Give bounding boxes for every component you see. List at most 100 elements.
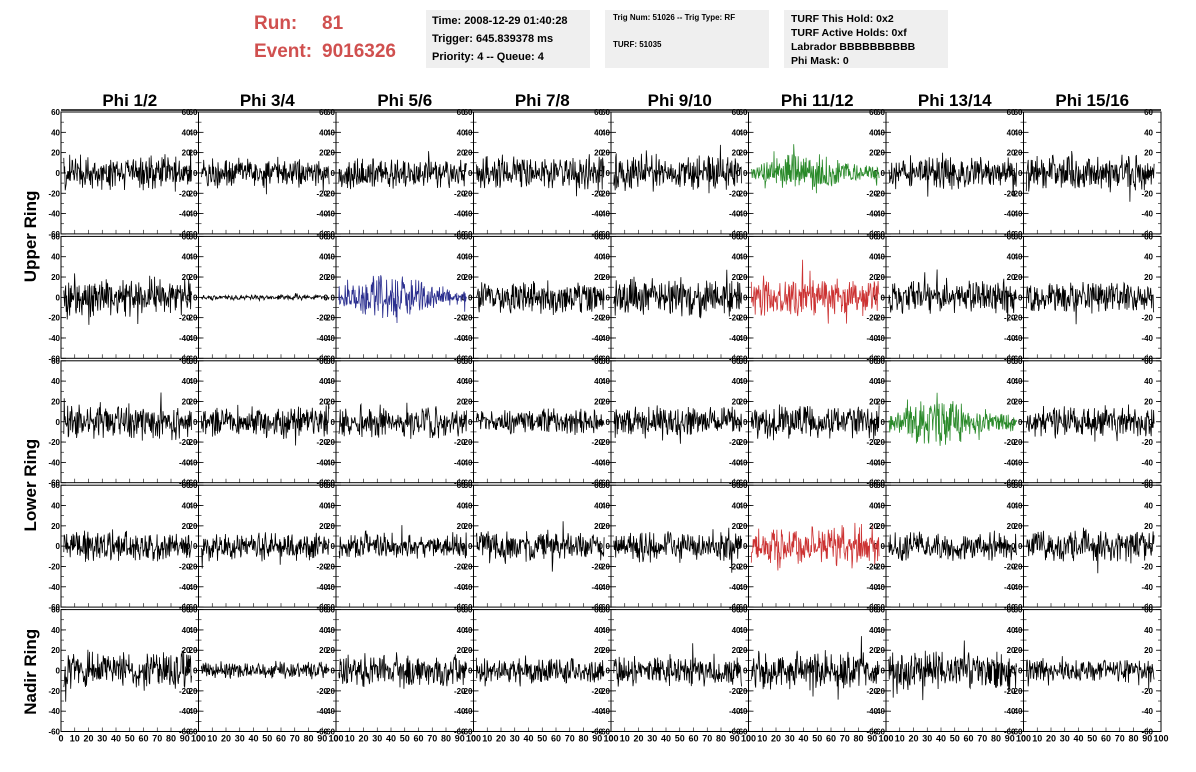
y-tick-label-right: 60 <box>182 481 191 490</box>
waveform-trace-r0-c6 <box>888 152 1017 197</box>
y-tick-label-left: -20 <box>186 189 198 198</box>
y-tick-label-left: 0 <box>331 418 336 427</box>
y-tick-label-left: -60 <box>186 354 198 363</box>
y-tick-label-left: 60 <box>739 606 748 615</box>
y-tick-label-right: -60 <box>454 230 466 239</box>
y-tick-label-right: -40 <box>729 458 741 467</box>
column-header-1: Phi 1/2 <box>102 91 157 110</box>
x-tick-label: 80 <box>1128 734 1138 744</box>
y-tick-label-right: 20 <box>457 273 466 282</box>
x-tick-label: 30 <box>510 734 520 744</box>
y-tick-label-left: -40 <box>1011 707 1023 716</box>
y-tick-label-left: 0 <box>1018 169 1023 178</box>
y-tick-label-right: 0 <box>186 293 191 302</box>
y-tick-label-left: 0 <box>468 418 473 427</box>
y-tick-label-right: 40 <box>319 253 328 262</box>
y-tick-label-left: -60 <box>48 354 60 363</box>
y-tick-label-right: 60 <box>1144 232 1153 241</box>
y-tick-label-right: 40 <box>869 377 878 386</box>
y-tick-label-left: -40 <box>736 210 748 219</box>
y-tick-label-right: 40 <box>1144 626 1153 635</box>
y-tick-label-right: 60 <box>1007 481 1016 490</box>
y-tick-label-left: 0 <box>881 293 886 302</box>
y-tick-label-right: -20 <box>1004 189 1016 198</box>
y-tick-label-left: 20 <box>51 646 60 655</box>
y-tick-label-left: 40 <box>601 626 610 635</box>
y-tick-label-left: -20 <box>1011 562 1023 571</box>
y-tick-label-right: 20 <box>594 273 603 282</box>
waveform-trace-r1-c0 <box>63 273 192 325</box>
column-header-5: Phi 9/10 <box>648 91 712 110</box>
y-tick-label-right: 40 <box>732 502 741 511</box>
y-tick-label-right: -20 <box>454 562 466 571</box>
y-tick-label-left: -60 <box>48 230 60 239</box>
y-tick-label-right: 20 <box>457 149 466 158</box>
y-tick-label-left: -60 <box>1011 728 1023 737</box>
y-tick-label-right: -40 <box>316 334 328 343</box>
x-tick-label: 0 <box>58 734 63 744</box>
y-tick-label-right: -40 <box>179 334 191 343</box>
x-tick-label: 90 <box>1142 734 1152 744</box>
waveform-trace-r4-c5 <box>750 636 880 700</box>
waveform-trace-r1-c6 <box>888 269 1017 322</box>
y-tick-label-left: 0 <box>56 542 61 551</box>
y-tick-label-right: 0 <box>1011 293 1016 302</box>
y-tick-label-right: 60 <box>594 606 603 615</box>
y-tick-label-right: 20 <box>869 149 878 158</box>
y-tick-label-left: 60 <box>739 481 748 490</box>
y-tick-label-left: 40 <box>601 502 610 511</box>
y-tick-label-left: -40 <box>323 210 335 219</box>
x-tick-label: 50 <box>537 734 547 744</box>
y-tick-label-right: 0 <box>599 542 604 551</box>
y-tick-label-right: 40 <box>732 253 741 262</box>
y-tick-label-left: 60 <box>189 606 198 615</box>
waveform-trace-r1-c1 <box>200 293 330 302</box>
y-tick-label-right: 60 <box>457 108 466 117</box>
y-tick-label-right: -40 <box>1141 707 1153 716</box>
x-tick-label: 20 <box>83 734 93 744</box>
waveform-trace-r0-c2 <box>338 151 467 190</box>
y-tick-label-right: 40 <box>182 626 191 635</box>
y-tick-label-left: -20 <box>48 438 60 447</box>
y-tick-label-right: -20 <box>591 687 603 696</box>
y-tick-label-left: -40 <box>1011 583 1023 592</box>
x-tick-label: 90 <box>317 734 327 744</box>
y-tick-label-right: -40 <box>316 210 328 219</box>
y-tick-label-left: -60 <box>736 230 748 239</box>
y-tick-label-left: 20 <box>326 273 335 282</box>
x-tick-label: 0 <box>608 734 613 744</box>
y-tick-label-right: 20 <box>869 273 878 282</box>
y-tick-label-right: 20 <box>319 646 328 655</box>
priority-text: Priority: 4 -- Queue: 4 <box>432 51 544 63</box>
x-tick-label: 60 <box>963 734 973 744</box>
y-tick-label-left: 40 <box>464 128 473 137</box>
panel-frame-r0-c6 <box>885 111 1024 235</box>
y-tick-label-left: -60 <box>323 603 335 612</box>
y-tick-label-left: 0 <box>331 542 336 551</box>
x-tick-label: 100 <box>878 734 893 744</box>
y-tick-label-left: 20 <box>601 273 610 282</box>
y-tick-label-right: -20 <box>454 314 466 323</box>
y-tick-label-right: -40 <box>729 334 741 343</box>
y-tick-label-left: 20 <box>739 522 748 531</box>
y-tick-label-right: 60 <box>182 606 191 615</box>
y-tick-label-right: 60 <box>319 108 328 117</box>
y-tick-label-left: -60 <box>323 230 335 239</box>
waveform-trace-r2-c0 <box>63 392 192 441</box>
y-tick-label-right: 40 <box>1007 128 1016 137</box>
y-tick-label-left: 0 <box>743 667 748 676</box>
y-tick-label-right: 20 <box>594 522 603 531</box>
y-tick-label-right: -20 <box>591 562 603 571</box>
y-tick-label-right: 60 <box>732 357 741 366</box>
x-tick-label: 100 <box>603 734 618 744</box>
x-tick-label: 100 <box>328 734 343 744</box>
y-tick-label-right: -40 <box>179 583 191 592</box>
x-tick-label: 10 <box>757 734 767 744</box>
y-tick-label-left: 40 <box>189 128 198 137</box>
x-tick-label: 40 <box>936 734 946 744</box>
panel-frame-r1-c3 <box>473 235 612 359</box>
y-tick-label-left: 40 <box>601 128 610 137</box>
y-tick-label-left: 60 <box>189 357 198 366</box>
x-tick-label: 80 <box>991 734 1001 744</box>
y-tick-label-right: 20 <box>319 397 328 406</box>
